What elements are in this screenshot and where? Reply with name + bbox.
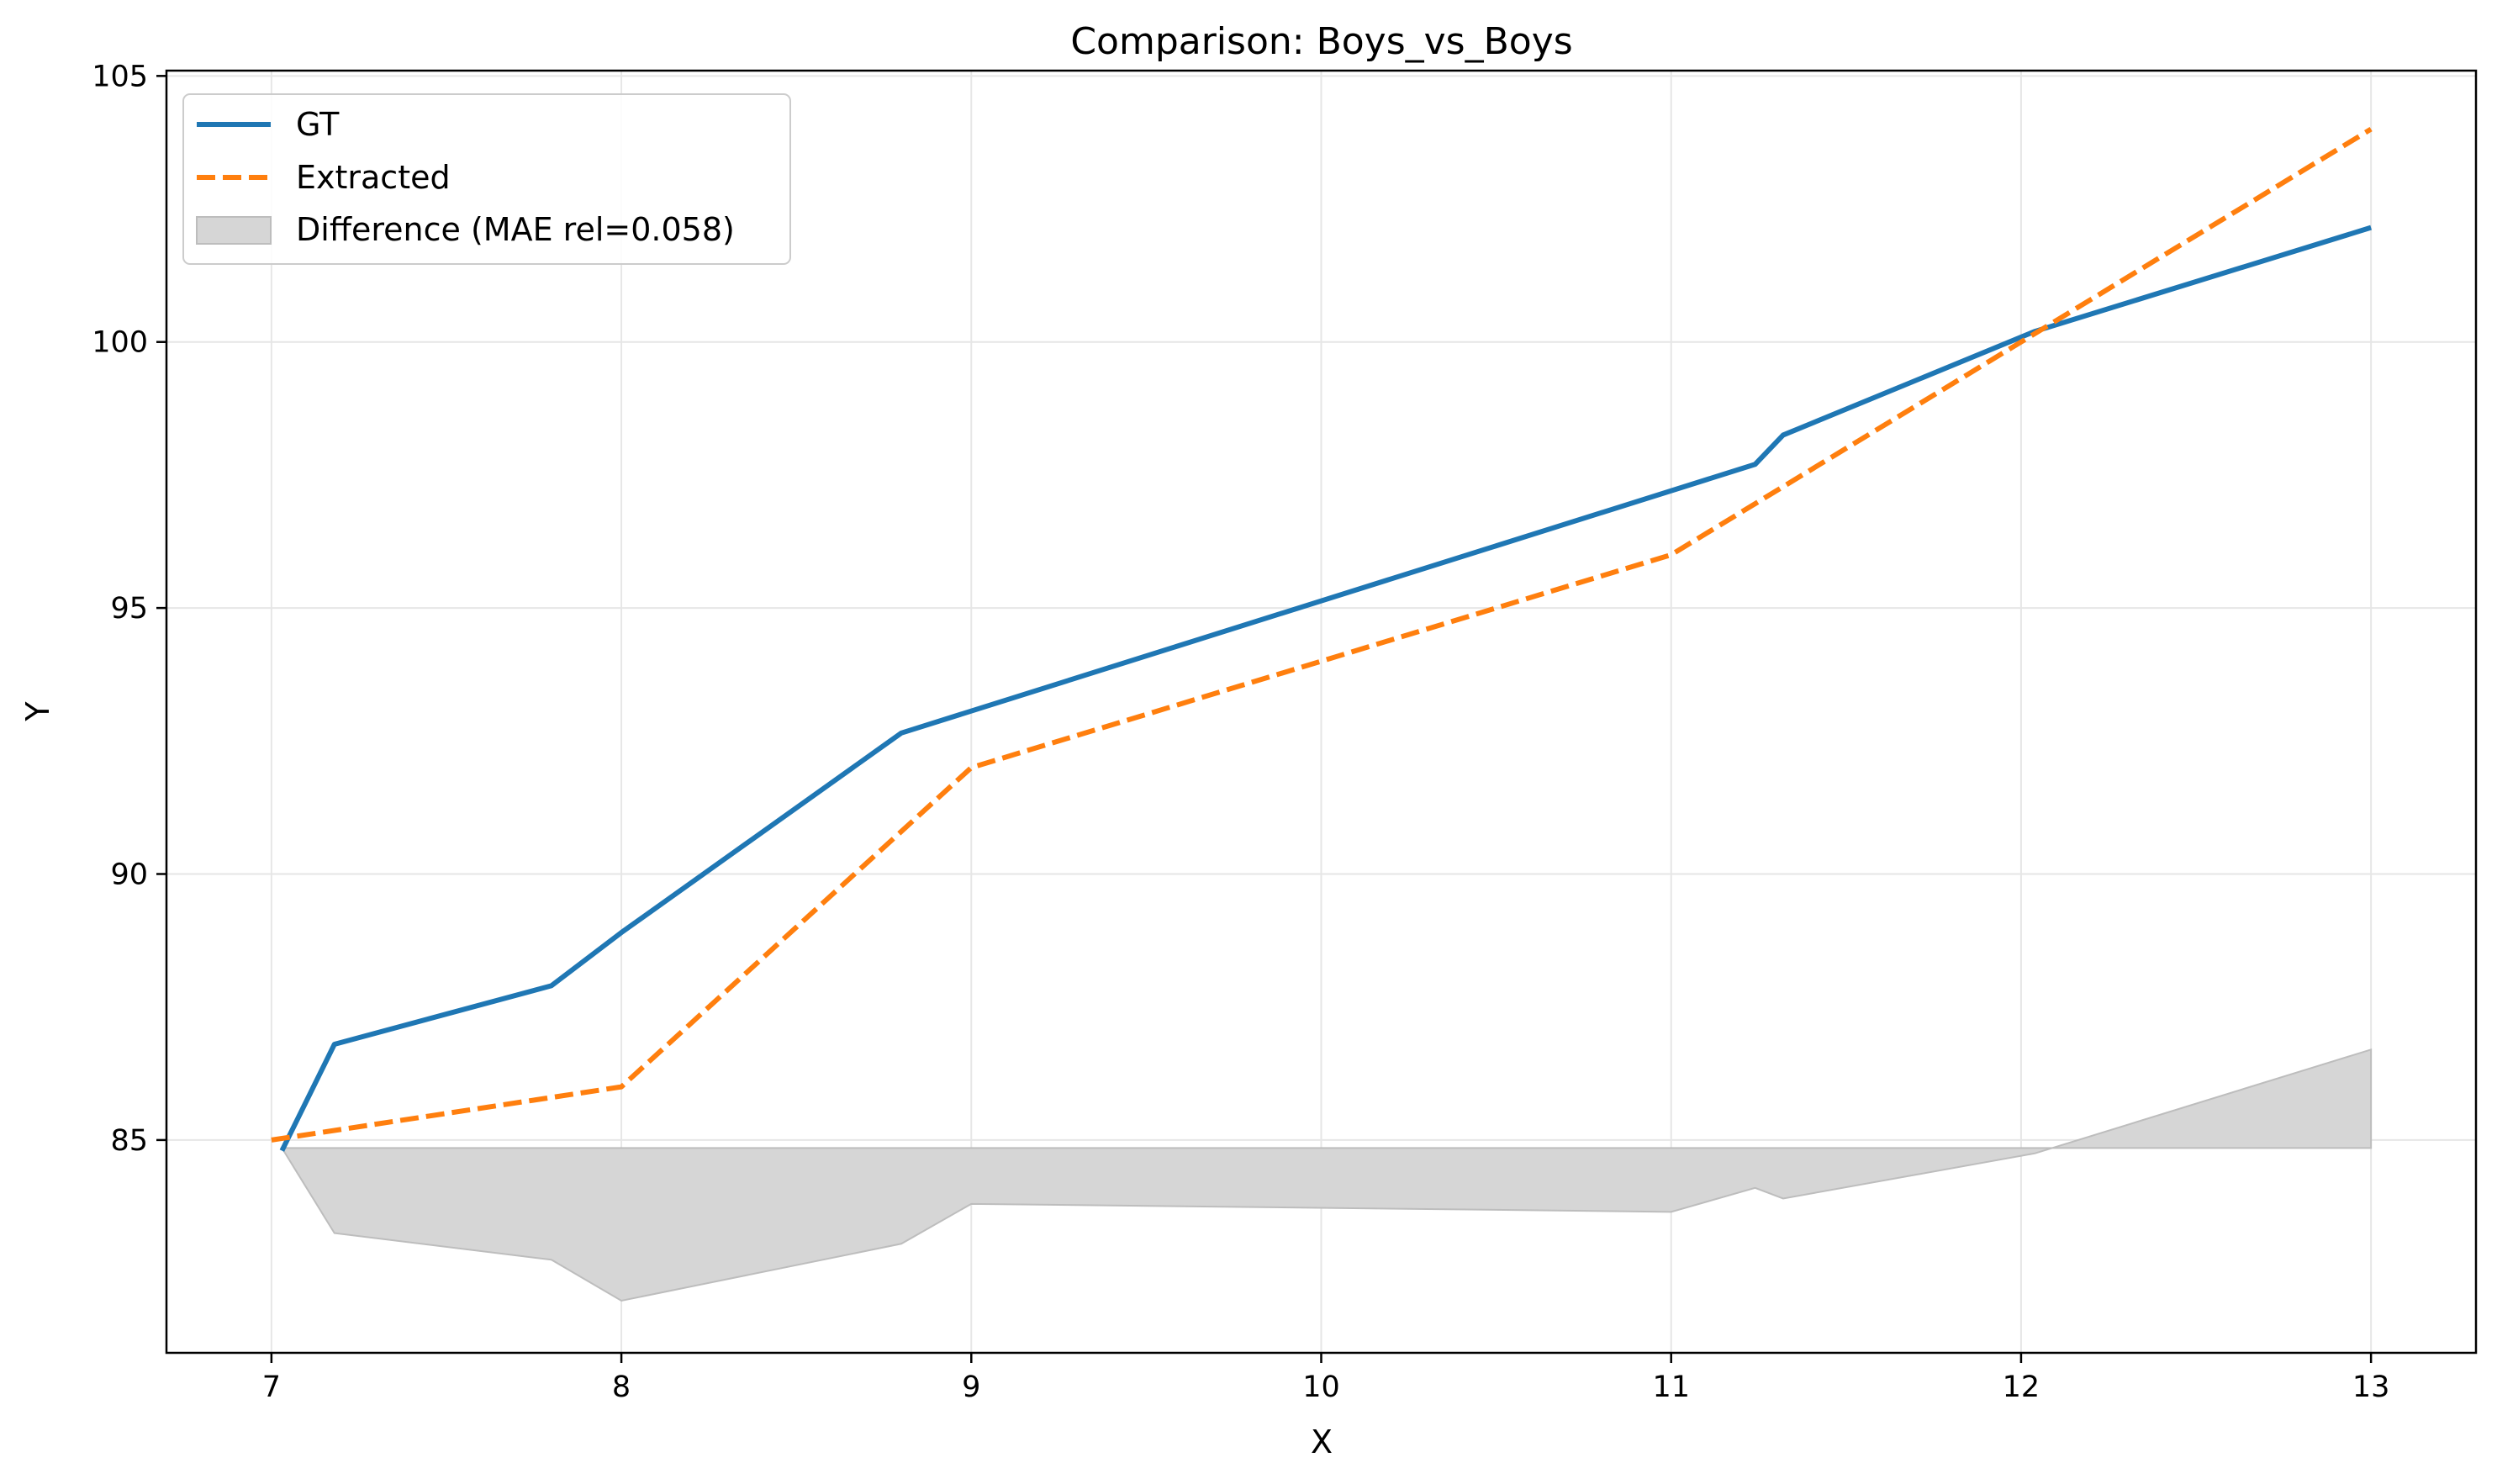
x-tick-label: 9 (962, 1370, 980, 1404)
y-tick-label: 100 (92, 326, 148, 360)
y-tick-label: 95 (110, 592, 148, 626)
x-tick-label: 10 (1302, 1370, 1340, 1404)
y-tick-label: 85 (110, 1124, 148, 1158)
series-line-extracted (271, 127, 2373, 1143)
difference-area-layer (280, 1048, 2373, 1302)
x-tick-label: 7 (262, 1370, 281, 1404)
legend-label-extracted: Extracted (296, 159, 451, 196)
legend-label-gt: GT (296, 106, 340, 143)
legend-label-difference: Difference (MAE rel=0.058) (296, 211, 735, 248)
y-tick-label: 90 (110, 858, 148, 891)
x-tick-label: 13 (2352, 1370, 2390, 1404)
y-axis-ticks: 85 90 95 100 105 (92, 60, 166, 1158)
legend: GT Extracted Difference (MAE rel=0.058) (182, 93, 791, 265)
series-line-gt (279, 224, 2373, 1152)
chart-title: Comparison: Boys_vs_Boys (1070, 20, 1572, 63)
x-tick-label: 11 (1652, 1370, 1690, 1404)
y-tick-label: 105 (92, 60, 148, 93)
x-tick-label: 8 (612, 1370, 631, 1404)
legend-swatch-difference (196, 216, 272, 245)
x-tick-label: 12 (2003, 1370, 2040, 1404)
series-layer (271, 127, 2373, 1152)
legend-box (182, 93, 791, 265)
y-axis-label: Y (19, 701, 56, 722)
difference-area (280, 1048, 2373, 1302)
x-axis-label: X (1311, 1423, 1333, 1460)
x-axis-ticks: 7 8 9 10 11 12 13 (262, 1353, 2390, 1404)
